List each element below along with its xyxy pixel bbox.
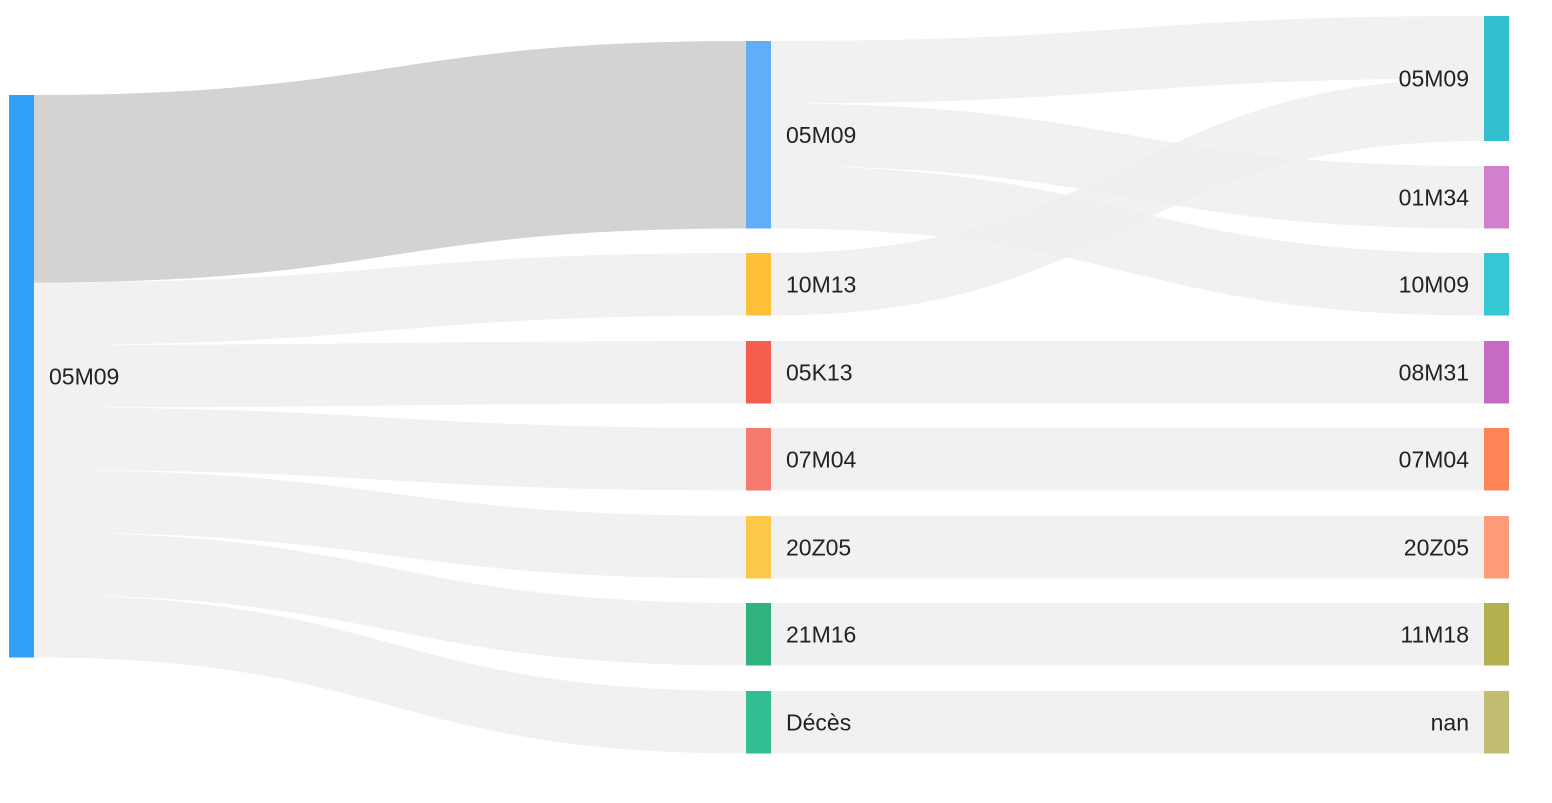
sankey-labels: 05M09 05M09 10M13 05K13 07M04 20Z05 21M16 Décès… bbox=[49, 66, 1469, 736]
sankey-link-a-b5[interactable] bbox=[34, 470, 746, 579]
node-label-b7: Décès bbox=[786, 709, 851, 735]
sankey-node-b3[interactable] bbox=[746, 341, 771, 404]
node-label-a: 05M09 bbox=[49, 363, 119, 389]
sankey-link-b7-c8[interactable] bbox=[771, 691, 1484, 754]
node-label-c4: 08M31 bbox=[1399, 359, 1469, 385]
sankey-node-b4[interactable] bbox=[746, 428, 771, 491]
sankey-node-c8[interactable] bbox=[1484, 691, 1509, 754]
node-label-b2: 10M13 bbox=[786, 271, 856, 297]
sankey-links bbox=[34, 16, 1484, 754]
node-label-c3: 10M09 bbox=[1399, 271, 1469, 297]
sankey-nodes bbox=[9, 16, 1509, 754]
sankey-link-b1-c3[interactable] bbox=[771, 166, 1484, 316]
sankey-node-c3[interactable] bbox=[1484, 253, 1509, 316]
sankey-link-a-b2[interactable] bbox=[34, 253, 746, 345]
sankey-node-c6[interactable] bbox=[1484, 516, 1509, 579]
sankey-node-b6[interactable] bbox=[746, 603, 771, 666]
node-label-b1: 05M09 bbox=[786, 122, 856, 148]
sankey-node-b2[interactable] bbox=[746, 253, 771, 316]
sankey-link-b5-c6[interactable] bbox=[771, 516, 1484, 579]
sankey-link-b2-c1[interactable] bbox=[771, 78, 1484, 316]
sankey-node-c7[interactable] bbox=[1484, 603, 1509, 666]
node-label-b6: 21M16 bbox=[786, 621, 856, 647]
sankey-link-a-b3[interactable] bbox=[34, 341, 746, 408]
sankey-link-a-b1[interactable] bbox=[34, 41, 746, 283]
sankey-node-c1[interactable] bbox=[1484, 16, 1509, 141]
sankey-node-a[interactable] bbox=[9, 95, 34, 658]
sankey-link-a-b4[interactable] bbox=[34, 407, 746, 491]
sankey-link-a-b7[interactable] bbox=[34, 595, 746, 754]
sankey-node-c5[interactable] bbox=[1484, 428, 1509, 491]
node-label-c6: 20Z05 bbox=[1404, 534, 1469, 560]
node-label-c2: 01M34 bbox=[1399, 184, 1470, 210]
sankey-link-a-b6[interactable] bbox=[34, 532, 746, 666]
sankey-node-b1[interactable] bbox=[746, 41, 771, 229]
sankey-link-b1-c1[interactable] bbox=[771, 16, 1484, 104]
sankey-link-b3-c4[interactable] bbox=[771, 341, 1484, 404]
sankey-node-c4[interactable] bbox=[1484, 341, 1509, 404]
sankey-link-b6-c7[interactable] bbox=[771, 603, 1484, 666]
node-label-b3: 05K13 bbox=[786, 359, 853, 385]
node-label-b4: 07M04 bbox=[786, 446, 857, 472]
node-label-c5: 07M04 bbox=[1399, 446, 1470, 472]
node-label-c8: nan bbox=[1431, 709, 1469, 735]
node-label-c1: 05M09 bbox=[1399, 66, 1469, 92]
sankey-link-b4-c5[interactable] bbox=[771, 428, 1484, 491]
node-label-b5: 20Z05 bbox=[786, 534, 851, 560]
sankey-node-b7[interactable] bbox=[746, 691, 771, 754]
sankey-node-c2[interactable] bbox=[1484, 166, 1509, 229]
node-label-c7: 11M18 bbox=[1400, 621, 1469, 647]
sankey-node-b5[interactable] bbox=[746, 516, 771, 579]
